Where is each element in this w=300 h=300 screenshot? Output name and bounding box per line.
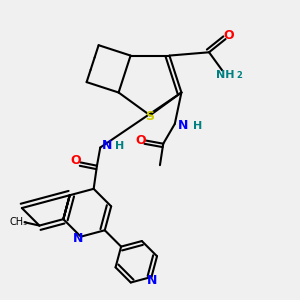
Text: N: N bbox=[102, 140, 112, 152]
Text: N: N bbox=[147, 274, 157, 287]
Text: H: H bbox=[115, 141, 124, 151]
Text: NH: NH bbox=[216, 70, 235, 80]
Text: O: O bbox=[70, 154, 81, 167]
Text: N: N bbox=[73, 232, 83, 245]
Text: O: O bbox=[224, 29, 234, 42]
Text: 2: 2 bbox=[236, 71, 242, 80]
Text: N: N bbox=[178, 119, 188, 132]
Text: O: O bbox=[136, 134, 146, 147]
Text: H: H bbox=[193, 121, 202, 130]
Text: CH₃: CH₃ bbox=[10, 217, 28, 227]
Text: S: S bbox=[146, 110, 154, 124]
